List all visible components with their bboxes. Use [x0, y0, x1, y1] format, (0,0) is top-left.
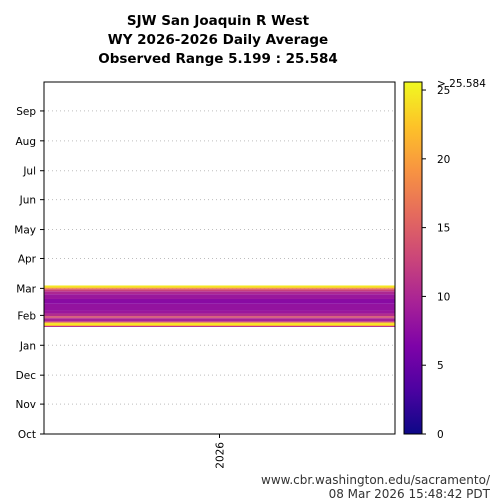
title-line-1: SJW San Joaquin R West [127, 13, 310, 29]
data-band [44, 321, 395, 323]
data-band [44, 291, 395, 295]
data-band [44, 310, 395, 314]
data-band [44, 294, 395, 299]
colorbar-top-label: > 25.584 [437, 78, 486, 90]
data-band [44, 316, 395, 318]
data-band [44, 318, 395, 322]
data-band [44, 289, 395, 292]
colorbar-tick-label: 15 [437, 223, 450, 235]
x-axis: 2026 [215, 434, 227, 469]
data-band [44, 288, 395, 290]
y-tick-label: Nov [16, 399, 37, 411]
data-band [44, 298, 395, 304]
colorbar-ticks: 0 5 10 15 20 25 [422, 85, 450, 441]
y-axis: Oct Nov Dec Jan Feb Mar Apr May Jun Jul Aug Sep [14, 106, 44, 441]
colorbar-tick-label: 20 [437, 154, 450, 166]
plot-area [43, 81, 396, 435]
y-tick-label: Jan [19, 340, 36, 352]
y-tick-label: Feb [17, 310, 36, 322]
title-line-2: WY 2026-2026 Daily Average [108, 32, 328, 48]
timestamp: 08 Mar 2026 15:48:42 PDT [329, 487, 491, 500]
y-tick-label: Oct [18, 429, 36, 441]
data-band [44, 323, 395, 326]
y-tick-label: Sep [16, 106, 36, 118]
y-tick-label: Aug [15, 136, 36, 148]
y-tick-label: Mar [16, 283, 36, 295]
y-tick-label: Jun [19, 195, 36, 207]
data-band [44, 285, 395, 288]
data-band [44, 325, 395, 326]
data-band [44, 303, 395, 311]
data-band [44, 313, 395, 317]
colorbar-tick-label: 5 [437, 360, 444, 372]
data-band [44, 287, 395, 289]
y-tick-label: Jul [22, 166, 36, 178]
y-tick-label: Apr [18, 253, 37, 265]
y-tick-label: Dec [16, 370, 37, 382]
y-tick-label: May [14, 225, 36, 237]
colorbar-tick-label: 10 [437, 291, 450, 303]
data-band [44, 325, 395, 327]
chart-title: SJW San Joaquin R West WY 2026-2026 Dail… [98, 13, 338, 67]
colorbar-gradient [403, 81, 423, 435]
footer: www.cbr.washington.edu/sacramento/ 08 Ma… [261, 473, 491, 500]
colorbar-tick-label: 25 [437, 85, 450, 97]
title-line-3: Observed Range 5.199 : 25.584 [98, 51, 338, 67]
data-bands [44, 285, 395, 327]
colorbar: 0 5 10 15 20 25 > 25.584 [403, 78, 486, 441]
colorbar-tick-label: 0 [437, 429, 444, 441]
source-url[interactable]: www.cbr.washington.edu/sacramento/ [261, 473, 491, 487]
x-tick-label: 2026 [215, 442, 227, 469]
data-band [44, 317, 395, 319]
data-band [44, 322, 395, 324]
